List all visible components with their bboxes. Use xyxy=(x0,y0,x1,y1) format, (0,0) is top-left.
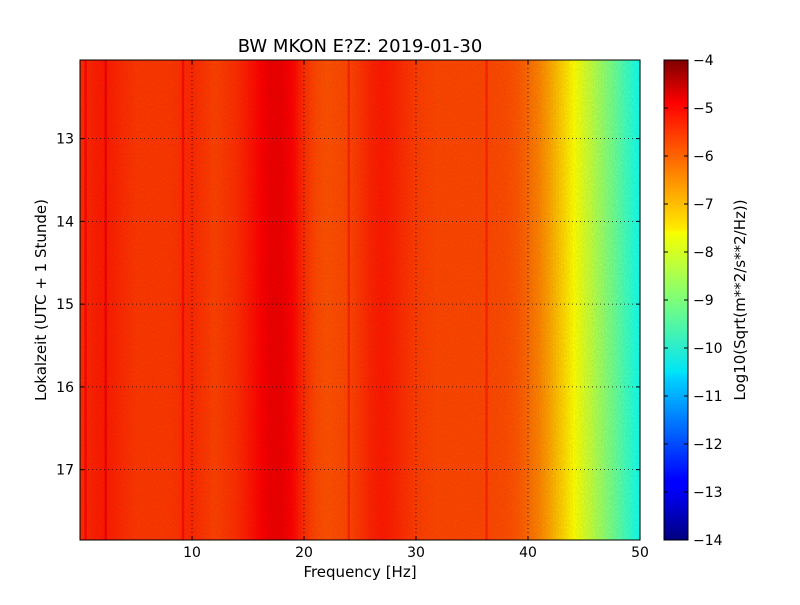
colorbar-tick-label: −6 xyxy=(693,149,714,165)
y-tick-label: 16 xyxy=(56,380,74,396)
y-axis-label: Lokalzeit (UTC + 1 Stunde) xyxy=(32,199,50,401)
x-axis: 10 20 30 40 50 xyxy=(183,60,649,561)
colorbar-tick-label: −11 xyxy=(693,389,723,405)
x-tick-label: 10 xyxy=(183,545,201,561)
y-axis: 13 14 15 16 17 xyxy=(56,132,640,479)
chart-title: BW MKON E?Z: 2019-01-30 xyxy=(238,36,483,57)
heatmap-grain xyxy=(80,60,640,540)
y-tick-label: 13 xyxy=(56,132,74,148)
colorbar-tick-label: −13 xyxy=(693,485,723,501)
grid-lines xyxy=(80,60,640,540)
colorbar-label: Log10(Sqrt(m**2/s**2/Hz)) xyxy=(731,199,749,400)
y-tick-label: 15 xyxy=(56,297,74,313)
x-tick-label: 50 xyxy=(631,545,649,561)
colorbar-tick-label: −14 xyxy=(693,533,723,549)
x-tick-label: 20 xyxy=(295,545,313,561)
x-tick-label: 40 xyxy=(519,545,537,561)
colorbar-tick-label: −5 xyxy=(693,101,714,117)
colorbar-tick-label: −7 xyxy=(693,197,714,213)
plot-area xyxy=(79,59,641,541)
colorbar-tick-label: −10 xyxy=(693,341,723,357)
colorbar-ticks: −4 −5 −6 −7 −8 −9 −10 −11 −12 −13 −14 xyxy=(664,53,723,549)
colorbar-tick-label: −9 xyxy=(693,293,714,309)
colorbar-tick-label: −12 xyxy=(693,437,723,453)
y-tick-label: 14 xyxy=(56,214,74,230)
colorbar: −4 −5 −6 −7 −8 −9 −10 −11 −12 −13 −14 Log10(Sqrt(m… xyxy=(663,53,749,549)
y-tick-label: 17 xyxy=(56,463,74,479)
plot-frame xyxy=(79,59,641,541)
x-axis-label: Frequency [Hz] xyxy=(303,563,416,581)
x-tick-label: 30 xyxy=(407,545,425,561)
colorbar-tick-label: −4 xyxy=(693,53,714,69)
colorbar-tick-label: −8 xyxy=(693,245,714,261)
